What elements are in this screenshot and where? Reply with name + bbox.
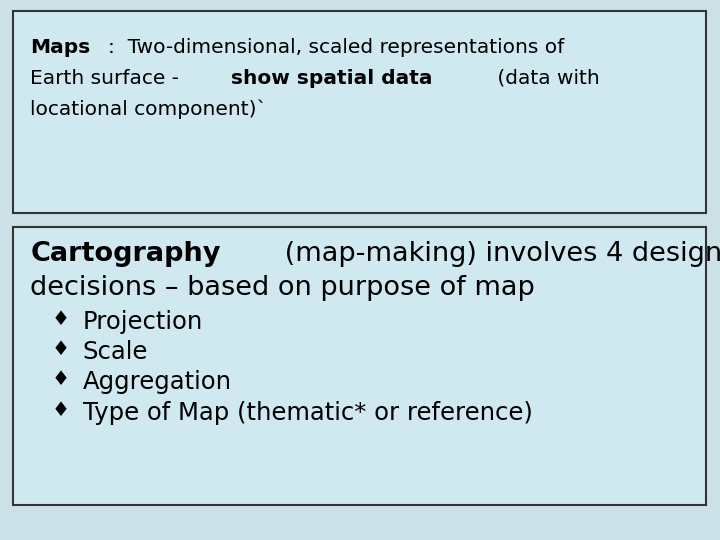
- Text: Aggregation: Aggregation: [83, 370, 232, 394]
- FancyBboxPatch shape: [13, 227, 706, 505]
- Text: ♦: ♦: [52, 401, 70, 420]
- Text: decisions – based on purpose of map: decisions – based on purpose of map: [30, 275, 535, 301]
- Text: ♦: ♦: [52, 370, 70, 389]
- Text: (data with: (data with: [491, 69, 600, 87]
- Text: ♦: ♦: [52, 340, 70, 359]
- Text: :  Two-dimensional, scaled representations of: : Two-dimensional, scaled representation…: [108, 38, 564, 57]
- Text: (map-making) involves 4 design: (map-making) involves 4 design: [276, 241, 720, 267]
- Text: Earth surface -: Earth surface -: [30, 69, 186, 87]
- Text: show spatial data: show spatial data: [230, 69, 432, 87]
- Text: locational component)`: locational component)`: [30, 99, 267, 119]
- Text: Projection: Projection: [83, 310, 203, 334]
- Text: Scale: Scale: [83, 340, 148, 364]
- Text: Cartography: Cartography: [30, 241, 220, 267]
- Text: ♦: ♦: [52, 310, 70, 329]
- Text: Maps: Maps: [30, 38, 91, 57]
- Text: Type of Map (thematic* or reference): Type of Map (thematic* or reference): [83, 401, 533, 424]
- FancyBboxPatch shape: [13, 11, 706, 213]
